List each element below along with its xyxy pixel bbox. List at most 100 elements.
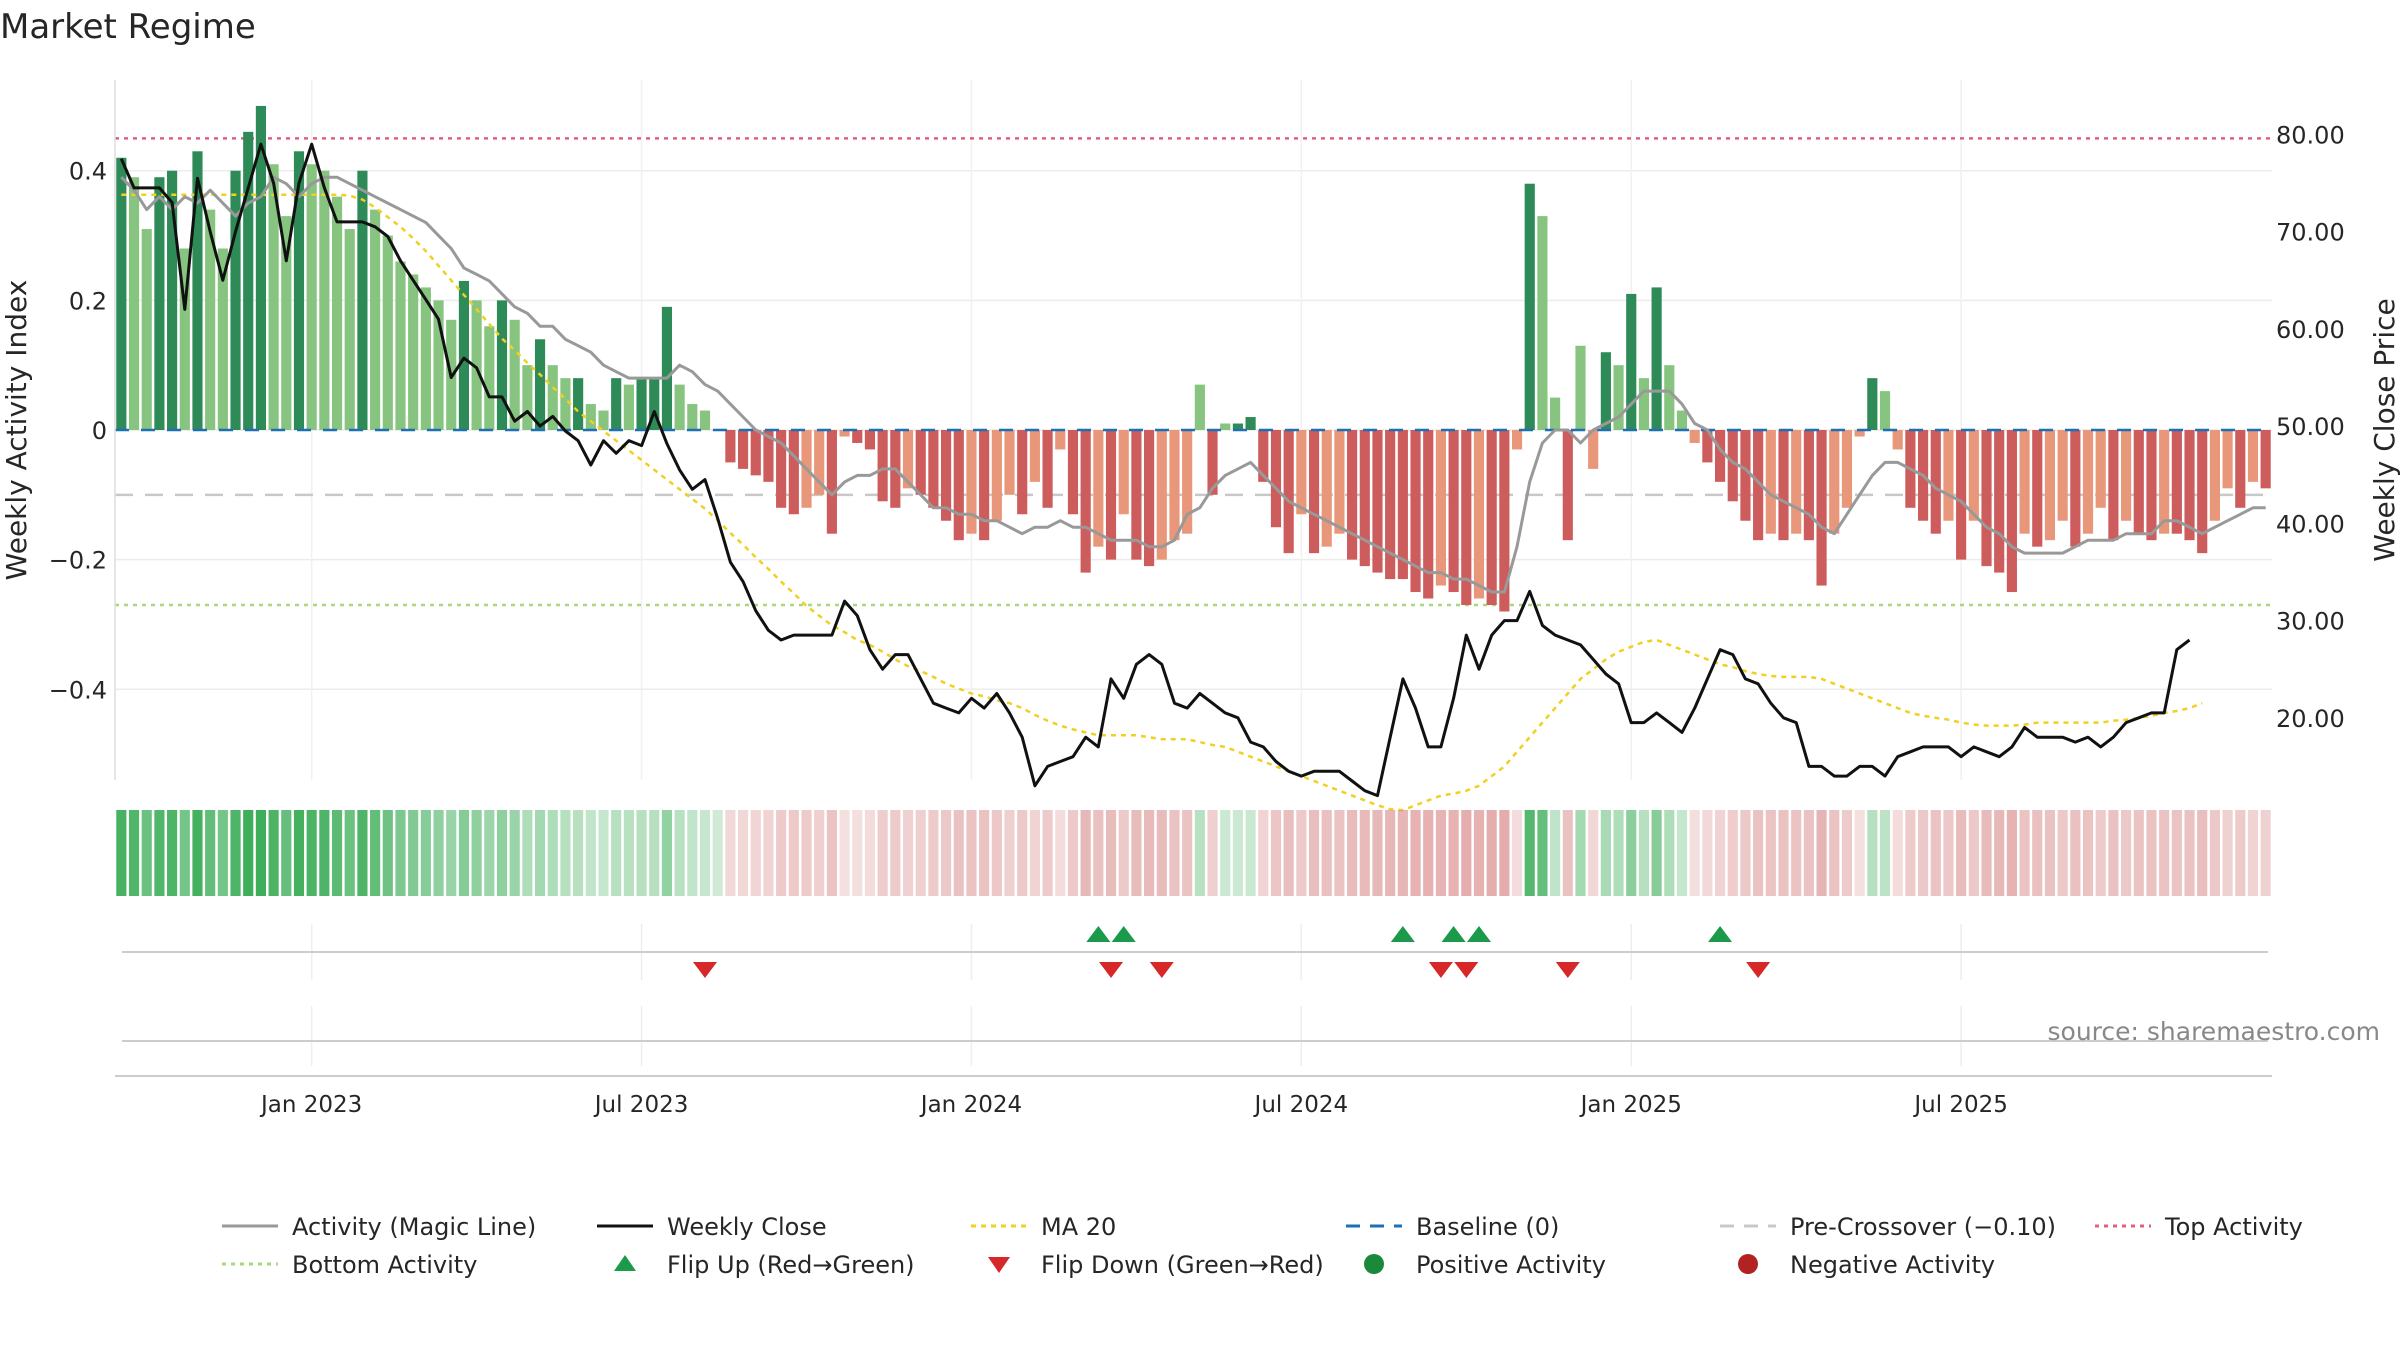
activity-bar [826, 430, 837, 534]
activity-bar [1956, 430, 1967, 560]
right-tick-label: 50.00 [2276, 413, 2345, 441]
activity-bar [1803, 430, 1814, 541]
activity-bar [2108, 430, 2119, 541]
regime-cell [243, 810, 254, 896]
activity-bar [1651, 287, 1662, 430]
regime-cell [1169, 810, 1180, 896]
activity-bar [1156, 430, 1167, 560]
regime-cell [141, 810, 152, 896]
regime-cell [2070, 810, 2081, 896]
activity-bar [496, 300, 508, 430]
regime-cell [611, 810, 622, 896]
regime-cell [1144, 810, 1155, 896]
regime-cell [1461, 810, 1472, 896]
regime-cell [306, 810, 317, 896]
regime-cell [623, 810, 634, 896]
regime-cell [573, 810, 584, 896]
regime-cell [2171, 810, 2182, 896]
activity-bar [2184, 430, 2195, 541]
activity-bar [674, 384, 685, 430]
regime-cell [1131, 810, 1142, 896]
regime-cell [1714, 810, 1726, 896]
legend-label: Positive Activity [1416, 1251, 1606, 1279]
regime-cell [1778, 810, 1789, 896]
regime-cell [408, 810, 419, 896]
regime-cell [1105, 810, 1117, 896]
regime-cell [1347, 810, 1358, 896]
activity-bar [192, 151, 203, 430]
regime-cell [1156, 810, 1167, 896]
right-tick-label: 60.00 [2276, 316, 2345, 344]
activity-bar [255, 105, 266, 430]
activity-bar [1550, 397, 1561, 430]
regime-cell [1841, 810, 1853, 896]
weekly-close-line [119, 142, 2191, 798]
x-tick-label: Jul 2025 [1912, 1092, 2008, 1118]
regime-cell [357, 810, 368, 896]
chart-title: Market Regime [0, 7, 256, 47]
regime-cell [979, 810, 990, 896]
activity-bar [1207, 430, 1218, 495]
activity-bar [1461, 430, 1472, 605]
activity-bar [941, 430, 952, 521]
ma20-line [121, 193, 2203, 812]
regime-cell [547, 810, 558, 896]
activity-bar [1029, 430, 1040, 482]
activity-bar [2044, 430, 2056, 541]
activity-bar [1004, 430, 1015, 495]
regime-cell [598, 810, 609, 896]
regime-cell [522, 810, 533, 896]
activity-bar [458, 280, 470, 430]
regime-cell [1093, 810, 1104, 896]
activity-bar [661, 306, 673, 430]
regime-cell [1765, 810, 1776, 896]
activity-bar [1600, 352, 1611, 430]
activity-bar [2197, 430, 2208, 554]
activity-bar [1473, 430, 1485, 599]
activity-bar [1994, 430, 2005, 573]
regime-cell [788, 810, 799, 896]
regime-cell [966, 810, 977, 896]
legend-label: Flip Up (Red→Green) [667, 1251, 915, 1279]
y-axis-right-label: Weekly Close Price [2368, 298, 2400, 561]
x-tick-label: Jul 2024 [1253, 1092, 1349, 1118]
regime-cell [928, 810, 939, 896]
regime-cell [446, 810, 457, 896]
activity-bar [141, 229, 152, 430]
regime-cell [420, 810, 431, 896]
legend-swatch [1364, 1254, 1384, 1274]
regime-cell [1029, 810, 1040, 896]
activity-bar [1334, 430, 1345, 534]
regime-cell [1562, 810, 1573, 896]
activity-bar [636, 378, 647, 430]
activity-bar [1499, 430, 1510, 612]
regime-cell [293, 810, 305, 896]
left-tick-label: 0.4 [69, 158, 107, 186]
regime-cell [1004, 810, 1015, 896]
activity-bar [1714, 430, 1726, 482]
activity-bar [1067, 430, 1079, 515]
activity-bar [408, 274, 419, 430]
activity-bar [1283, 430, 1294, 554]
regime-cell [1372, 810, 1383, 896]
activity-bar [2133, 430, 2144, 534]
activity-bar [1791, 430, 1802, 534]
activity-bar [1042, 430, 1053, 508]
regime-cell [953, 810, 964, 896]
regime-cell [1511, 810, 1523, 896]
left-tick-label: −0.2 [49, 547, 107, 575]
regime-cell [1803, 810, 1814, 896]
legend-label: Baseline (0) [1416, 1213, 1559, 1241]
regime-cell [2044, 810, 2056, 896]
activity-bar [230, 170, 241, 431]
left-tick-label: −0.4 [49, 676, 107, 704]
legend-swatch [614, 1255, 636, 1271]
magic-line [120, 175, 2266, 594]
activity-bar [2032, 430, 2043, 547]
regime-cell [826, 810, 837, 896]
activity-bar [1829, 430, 1840, 534]
x-tick-label: Jan 2024 [919, 1092, 1022, 1118]
activity-bar [2235, 430, 2246, 508]
activity-bar [509, 319, 520, 430]
activity-bar [979, 430, 990, 541]
